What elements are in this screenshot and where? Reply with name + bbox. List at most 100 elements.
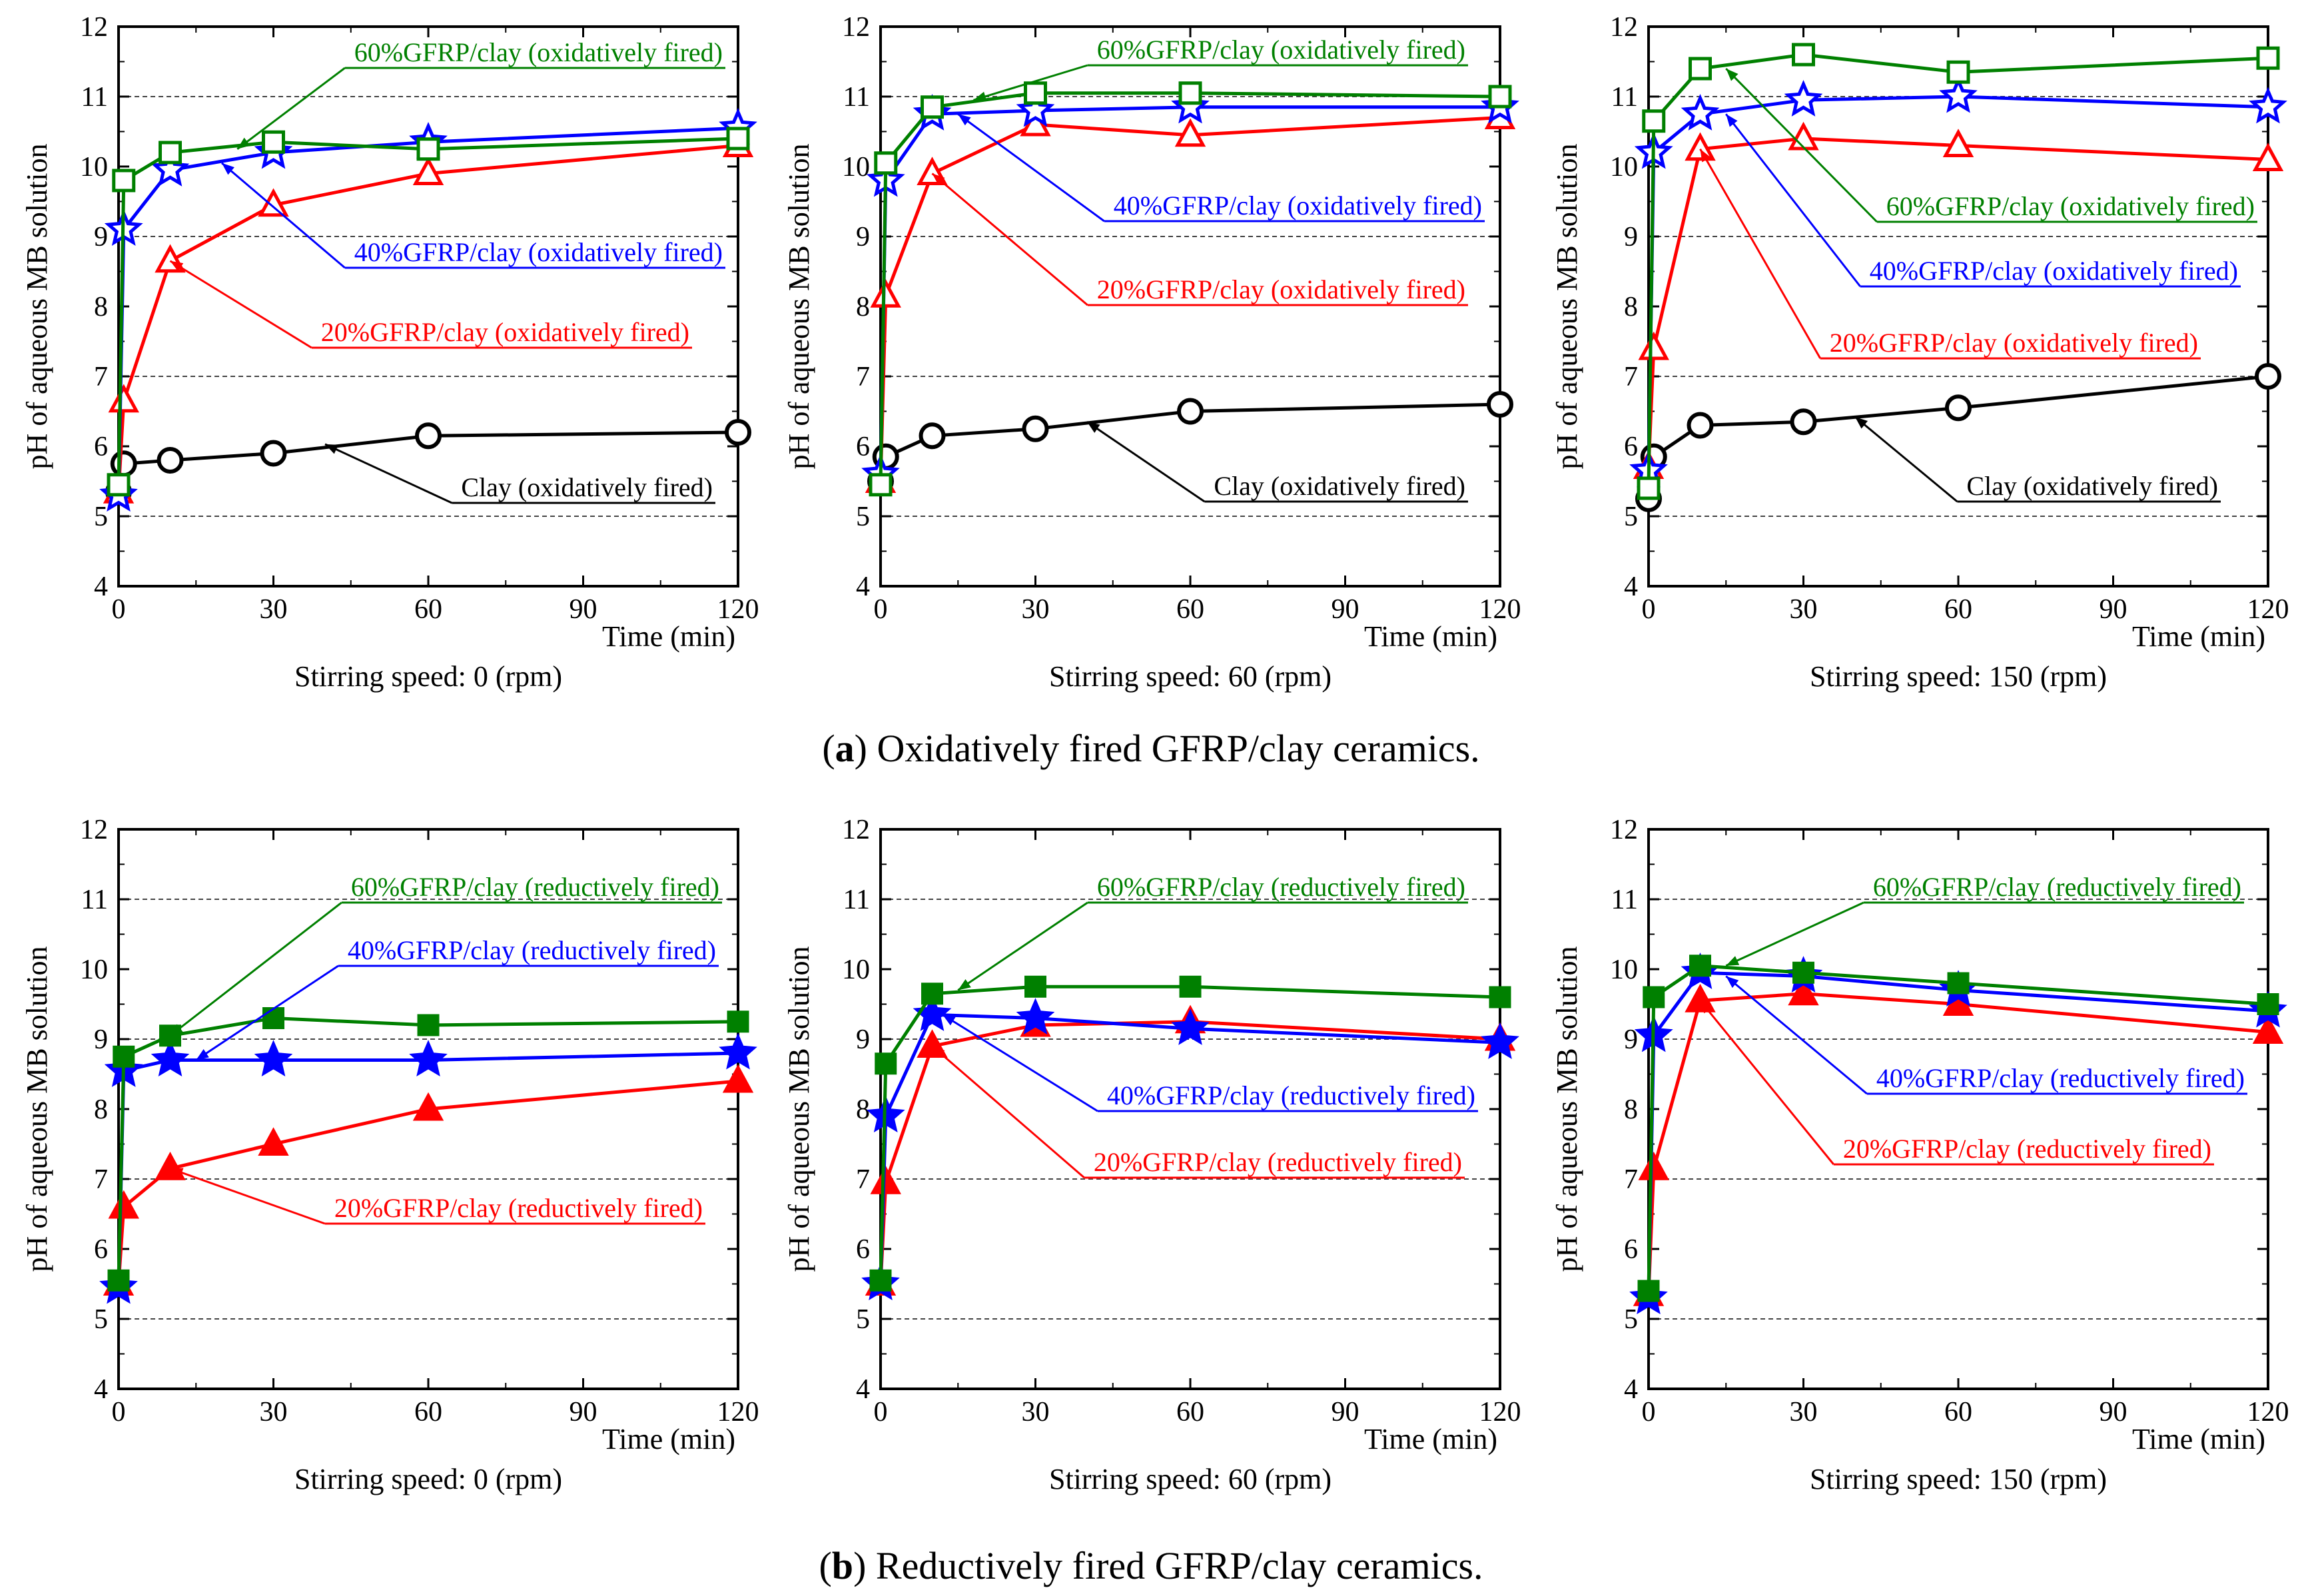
series-leader-line [1725, 975, 1868, 1095]
series-leader-arrowhead [932, 173, 945, 186]
y-tick-label: 4 [94, 1374, 108, 1405]
data-point-g40 [409, 1040, 448, 1077]
x-axis-label: Time (min) [1364, 1423, 1497, 1455]
series-leader-line [931, 173, 1088, 306]
x-tick-label: 120 [717, 594, 759, 625]
series-line-g20 [879, 116, 1501, 482]
data-point-g60 [1178, 81, 1202, 105]
data-point-g60 [727, 1010, 749, 1033]
y-tick-label: 7 [856, 1164, 870, 1195]
x-tick-label: 60 [1944, 1397, 1972, 1427]
y-axis-label: pH of aqueous MB solution [21, 947, 53, 1272]
series-leader-arrowhead [958, 114, 971, 126]
data-point-g60 [1637, 476, 1661, 500]
data-point-clay [919, 422, 946, 450]
x-tick-label: 0 [112, 594, 126, 625]
x-tick-label: 30 [260, 594, 288, 625]
data-point-g20 [1685, 132, 1716, 161]
data-point-g60 [1642, 109, 1666, 133]
data-point-clay [1177, 398, 1204, 425]
caption-b: (b) Reductively fired GFRP/clay ceramics… [819, 1544, 1483, 1587]
y-tick-label: 5 [94, 502, 108, 532]
data-point-clay [260, 440, 287, 467]
data-point-g20 [108, 384, 139, 413]
data-point-g60 [726, 127, 750, 151]
data-point-g40 [1016, 998, 1055, 1035]
chart-subtitle: Stirring speed: 0 (rpm) [294, 660, 562, 693]
y-tick-label: 6 [1624, 432, 1638, 462]
series-line-g60 [117, 1016, 739, 1281]
y-axis-label: pH of aqueous MB solution [1551, 947, 1583, 1272]
series-leader-arrowhead [973, 91, 987, 101]
series-label-clay: Clay (oxidatively fired) [1214, 471, 1465, 501]
data-point-g60 [113, 1045, 135, 1068]
data-point-g60 [2257, 993, 2279, 1015]
y-tick-label: 4 [1624, 572, 1638, 602]
data-point-clay [415, 422, 442, 450]
data-point-g60 [1024, 975, 1046, 998]
x-axis-label: Time (min) [2132, 1423, 2265, 1455]
y-tick-label: 11 [843, 82, 870, 113]
y-tick-label: 12 [1610, 815, 1638, 845]
x-tick-label: 0 [112, 1397, 126, 1427]
data-point-g20 [1638, 331, 1669, 360]
series-leader-arrowhead [958, 979, 971, 991]
data-point-g20 [2252, 143, 2284, 171]
y-tick-label: 8 [856, 1094, 870, 1125]
series-leader-arrowhead [1700, 1000, 1712, 1014]
data-point-clay [1945, 394, 1972, 422]
x-tick-label: 60 [1176, 1397, 1204, 1427]
data-point-g20 [2252, 1015, 2284, 1044]
data-point-g40 [1481, 1022, 1519, 1059]
series-label-g20: 20%GFRP/clay (reductively fired) [1094, 1147, 1462, 1177]
series-leader-line [236, 67, 346, 150]
series-leader-line [169, 260, 312, 349]
y-tick-label: 11 [1611, 82, 1638, 113]
chart-subtitle: Stirring speed: 150 (rpm) [1810, 1463, 2107, 1495]
caption-a-label: a [835, 727, 855, 770]
y-tick-label: 5 [1624, 1304, 1638, 1335]
series-leader-arrowhead [943, 1014, 956, 1026]
y-axis-label: pH of aqueous MB solution [1551, 144, 1583, 470]
data-point-g60 [262, 1007, 284, 1029]
data-point-g60 [1792, 961, 1814, 984]
x-tick-label: 90 [570, 594, 597, 625]
x-tick-label: 120 [1479, 1397, 1521, 1427]
y-tick-label: 9 [1624, 222, 1638, 252]
series-line-g20 [879, 1020, 1501, 1284]
y-tick-label: 10 [80, 955, 108, 985]
data-point-g60 [1488, 85, 1512, 109]
x-axis-label: Time (min) [2132, 620, 2265, 653]
y-tick-label: 12 [80, 815, 108, 845]
y-tick-label: 4 [856, 1374, 870, 1405]
y-tick-label: 6 [94, 1234, 108, 1265]
y-tick-label: 6 [1624, 1234, 1638, 1265]
x-tick-label: 0 [1642, 594, 1656, 625]
y-tick-label: 6 [856, 432, 870, 462]
y-tick-label: 9 [1624, 1024, 1638, 1055]
series-leader-arrowhead [170, 1168, 184, 1178]
series-line-g20 [1647, 137, 2269, 468]
x-tick-label: 90 [1332, 1397, 1359, 1427]
data-point-g60 [417, 1014, 440, 1036]
series-leader-line [942, 1013, 1098, 1112]
data-point-g20 [722, 1064, 754, 1093]
data-point-g40 [151, 1040, 190, 1077]
data-point-g40 [1939, 76, 1978, 113]
x-axis-label: Time (min) [602, 620, 735, 653]
series-leader-line [1725, 113, 1861, 287]
chart-subtitle: Stirring speed: 150 (rpm) [1810, 660, 2107, 693]
x-tick-label: 30 [260, 1397, 288, 1427]
series-leader-arrowhead [170, 1024, 183, 1036]
series-label-g60: 60%GFRP/clay (reductively fired) [351, 872, 719, 902]
data-point-g20 [1942, 129, 1974, 157]
x-tick-label: 120 [1479, 594, 1521, 625]
data-point-g40 [719, 1032, 757, 1070]
x-tick-label: 90 [2100, 594, 2127, 625]
series-leader-arrowhead [222, 163, 234, 175]
data-point-g20 [1174, 118, 1206, 147]
data-point-g20 [412, 157, 444, 185]
data-point-g60 [1643, 986, 1665, 1008]
